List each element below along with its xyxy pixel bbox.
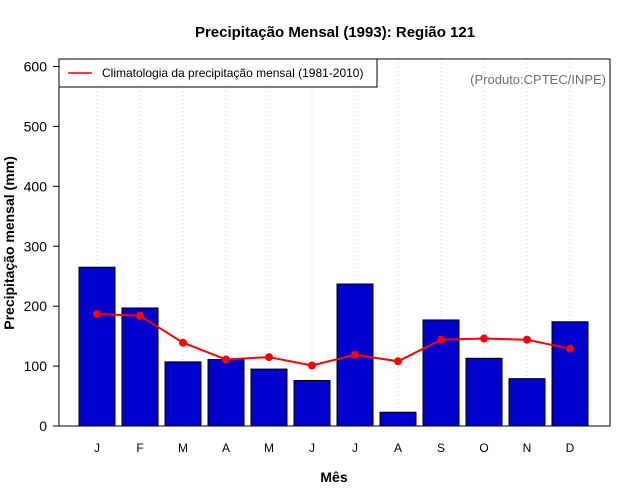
x-axis-title: Mês [320, 469, 347, 485]
y-tick-label: 600 [24, 59, 48, 75]
x-tick-label: J [94, 441, 100, 455]
y-tick-label: 400 [24, 178, 48, 194]
y-tick-label: 200 [24, 298, 48, 314]
x-tick-label: A [394, 441, 402, 455]
bar-series [78, 266, 589, 427]
bar [78, 266, 116, 427]
climatology-series [93, 309, 574, 370]
y-axis-title: Precipitação mensal (mm) [1, 156, 17, 330]
x-tick-label: M [264, 441, 274, 455]
x-tick-label: D [566, 441, 575, 455]
bar [379, 411, 417, 427]
bar [207, 358, 245, 427]
climatology-point [394, 357, 402, 366]
bar [293, 379, 331, 427]
source-annotation: (Produto:CPTEC/INPE) [470, 72, 606, 87]
x-tick-label: O [479, 441, 488, 455]
x-tick-label: J [309, 441, 315, 455]
climatology-point [566, 344, 574, 353]
bar [250, 368, 288, 427]
climatology-point [265, 353, 273, 362]
x-tick-label: S [437, 441, 445, 455]
climatology-point [136, 311, 144, 320]
climatology-point [179, 338, 187, 347]
x-tick-label: A [222, 441, 230, 455]
y-tick-label: 100 [24, 358, 48, 374]
legend-label: Climatologia da precipitação mensal (198… [102, 66, 363, 80]
legend-box [58, 58, 378, 88]
x-tick-label: M [178, 441, 188, 455]
legend: Climatologia da precipitação mensal (198… [58, 58, 378, 88]
y-tick-label: 0 [39, 418, 47, 434]
bar [551, 321, 589, 427]
bar [121, 307, 159, 427]
climatology-point [308, 361, 316, 370]
climatology-line [96, 312, 571, 367]
x-tick-label: F [136, 441, 143, 455]
y-axis: 0 100 200 300 400 500 600 [24, 59, 59, 434]
climatology-point [523, 335, 531, 344]
y-tick-label: 500 [24, 118, 48, 134]
bar [164, 361, 202, 427]
climatology-point [222, 355, 230, 364]
x-tick-label: N [523, 441, 532, 455]
chart-title: Precipitação Mensal (1993): Região 121 [195, 24, 475, 41]
climatology-point [437, 335, 445, 344]
climatology-point [93, 309, 101, 318]
bar [508, 378, 546, 427]
bar [465, 357, 503, 427]
climatology-point [480, 334, 488, 343]
y-tick-label: 300 [24, 238, 48, 254]
x-tick-label: J [352, 441, 358, 455]
climatology-point [351, 350, 359, 359]
